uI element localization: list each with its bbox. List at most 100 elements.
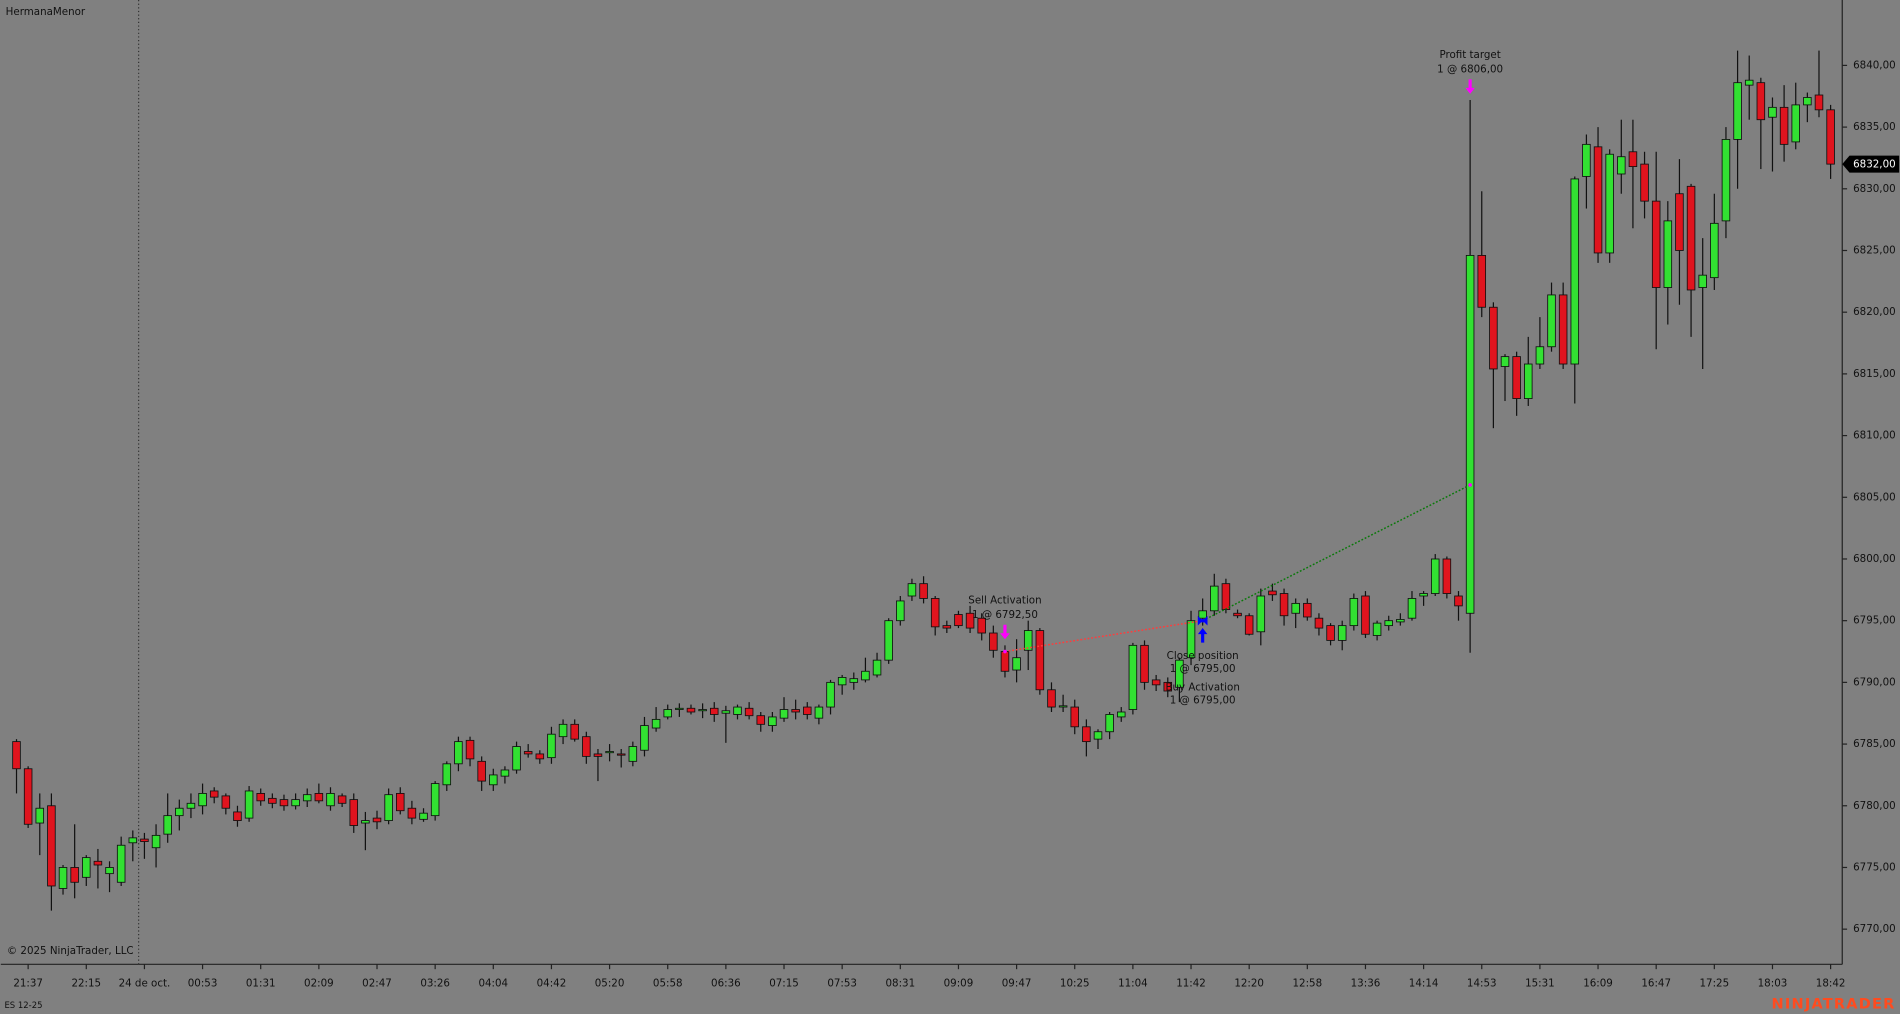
candle-body bbox=[640, 725, 649, 751]
candle-body bbox=[919, 583, 928, 599]
brand: NINJATRADER bbox=[1772, 996, 1896, 1012]
candle-body bbox=[826, 681, 835, 708]
candle-body bbox=[489, 774, 498, 786]
x-tick-label: 11:04 bbox=[1118, 978, 1148, 990]
candle-body bbox=[1582, 143, 1591, 177]
x-tick-label: 11:42 bbox=[1176, 978, 1206, 990]
y-tick-label: 6795,00 bbox=[1853, 615, 1896, 627]
x-tick-label: 16:47 bbox=[1641, 978, 1671, 990]
candle-body bbox=[1233, 612, 1242, 617]
candle-body bbox=[558, 723, 568, 738]
candle-body bbox=[989, 632, 998, 651]
candle-body bbox=[1279, 593, 1289, 617]
candle-body bbox=[1128, 644, 1138, 710]
candle-body bbox=[1337, 625, 1347, 641]
candle-body bbox=[803, 706, 812, 715]
candle-body bbox=[1593, 146, 1603, 254]
candle-body bbox=[512, 746, 521, 771]
x-tick-label: 02:47 bbox=[362, 978, 392, 990]
candle-body bbox=[430, 783, 440, 817]
execution-name: Close position bbox=[1167, 650, 1239, 662]
candle-body bbox=[1500, 356, 1510, 367]
candle-body bbox=[1105, 714, 1114, 733]
candle-body bbox=[105, 867, 114, 875]
candle-body bbox=[1617, 156, 1626, 175]
candle-body bbox=[1349, 598, 1359, 627]
candle-body bbox=[942, 625, 952, 629]
candle-body bbox=[675, 707, 684, 710]
candle-body bbox=[907, 583, 917, 597]
execution-arrow bbox=[1000, 624, 1010, 640]
candle-body bbox=[1070, 706, 1080, 728]
candle-body bbox=[861, 670, 870, 681]
x-tick-label: 07:15 bbox=[769, 978, 799, 990]
candle-body bbox=[1558, 294, 1568, 365]
execution-name: Profit target bbox=[1439, 49, 1500, 61]
candle-body bbox=[454, 741, 463, 765]
candle-body bbox=[372, 817, 382, 823]
candle-body bbox=[116, 844, 126, 883]
x-tick-label: 02:09 bbox=[304, 978, 334, 990]
x-tick-label: 18:42 bbox=[1816, 978, 1846, 990]
candle-body bbox=[698, 709, 707, 712]
x-tick-label: 09:09 bbox=[944, 978, 974, 990]
x-tick-label: 09:47 bbox=[1002, 978, 1032, 990]
candle-body bbox=[744, 707, 754, 717]
execution-label: 1 @ 6792,50 bbox=[972, 609, 1038, 621]
candle-body bbox=[163, 815, 172, 835]
candle-body bbox=[140, 838, 149, 842]
x-tick-label: 03:26 bbox=[420, 978, 450, 990]
candle-body bbox=[977, 617, 986, 634]
candle-body bbox=[768, 716, 777, 726]
candle-body bbox=[1384, 620, 1393, 627]
candle-body bbox=[291, 799, 300, 807]
candle-body bbox=[279, 799, 289, 807]
candle-body bbox=[349, 799, 359, 826]
execution-arrow bbox=[1197, 628, 1208, 643]
candle-body bbox=[1814, 94, 1824, 111]
candle-body bbox=[1663, 220, 1673, 288]
candle-body bbox=[651, 718, 661, 729]
candle-body bbox=[954, 614, 963, 627]
candle-body bbox=[151, 834, 161, 849]
candle-body bbox=[175, 807, 184, 817]
x-tick-label: 00:53 bbox=[188, 978, 218, 990]
candle-body bbox=[221, 795, 231, 809]
candle-body bbox=[709, 707, 719, 715]
candle-body bbox=[1419, 593, 1428, 597]
candle-body bbox=[1186, 620, 1196, 659]
candle-body bbox=[186, 802, 196, 809]
candle-body bbox=[1547, 294, 1556, 348]
candle-body bbox=[1803, 97, 1812, 106]
execution-marker bbox=[1197, 615, 1208, 626]
candle-body bbox=[849, 678, 859, 683]
candle-body bbox=[1000, 651, 1010, 672]
candle-body bbox=[1244, 615, 1254, 635]
candle-body bbox=[337, 795, 347, 804]
candle-body bbox=[1175, 659, 1184, 688]
y-tick-label: 6830,00 bbox=[1853, 183, 1896, 195]
candle-body bbox=[465, 739, 475, 760]
y-tick-label: 6820,00 bbox=[1853, 306, 1896, 318]
execution-arrow bbox=[1465, 79, 1475, 94]
candle-body bbox=[605, 751, 614, 754]
candle-body bbox=[442, 763, 452, 786]
candle-body bbox=[198, 793, 207, 807]
y-tick-label: 6785,00 bbox=[1853, 738, 1896, 750]
candle-body bbox=[1396, 619, 1405, 623]
candle-body bbox=[721, 710, 731, 714]
candle-body bbox=[1605, 153, 1614, 254]
candle-body bbox=[1210, 585, 1219, 612]
candle-body bbox=[1698, 274, 1707, 288]
candle-body bbox=[128, 837, 138, 844]
candle-body bbox=[1430, 558, 1440, 594]
x-tick-label: 15:31 bbox=[1525, 978, 1555, 990]
candle-body bbox=[1791, 104, 1800, 143]
x-tick-label: 10:25 bbox=[1060, 978, 1090, 990]
candle-body bbox=[23, 768, 33, 825]
x-tick-label: 05:20 bbox=[595, 978, 625, 990]
candle-body bbox=[1082, 726, 1091, 743]
candle-body bbox=[1140, 644, 1149, 683]
candle-body bbox=[500, 769, 510, 777]
candle-body bbox=[1151, 679, 1161, 686]
